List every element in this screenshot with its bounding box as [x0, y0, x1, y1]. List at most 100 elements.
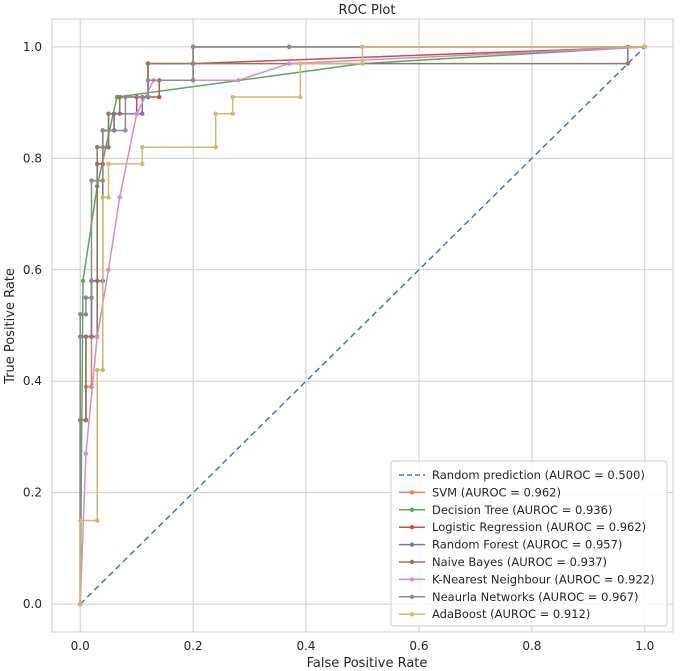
data-point	[106, 195, 111, 200]
series-group	[78, 44, 647, 607]
legend-marker	[409, 507, 415, 512]
legend-marker	[409, 594, 415, 599]
legend-item: Decision Tree (AUROC = 0.936)	[399, 503, 612, 517]
grid	[52, 19, 673, 632]
data-point	[78, 312, 83, 317]
data-point	[83, 334, 89, 339]
data-point	[140, 161, 145, 167]
data-point	[117, 195, 122, 200]
legend-label: AdaBoost (AUROC = 0.912)	[432, 607, 590, 621]
data-point	[213, 111, 218, 116]
data-point	[360, 61, 365, 66]
data-point	[100, 367, 106, 373]
data-point	[83, 418, 89, 423]
data-point	[106, 111, 111, 116]
data-point	[298, 94, 303, 100]
legend-marker	[409, 490, 415, 495]
y-tick-label: 0.8	[23, 151, 42, 165]
series-line	[79, 46, 646, 605]
data-point	[83, 312, 89, 317]
legend-label: SVM (AUROC = 0.962)	[432, 485, 561, 499]
data-point	[642, 44, 647, 50]
data-point	[83, 451, 89, 456]
y-tick-label: 0.4	[23, 374, 42, 388]
data-point	[190, 78, 196, 83]
data-point	[94, 144, 100, 150]
legend-marker	[409, 542, 415, 547]
data-point	[230, 111, 235, 116]
data-point	[80, 278, 86, 284]
legend-marker	[409, 577, 415, 582]
data-point	[134, 111, 139, 116]
legend-label: K-Nearest Neighbour (AUROC = 0.922)	[432, 572, 655, 586]
legend-label: Neaurla Networks (AUROC = 0.967)	[432, 590, 639, 604]
legend-item: Naive Bayes (AUROC = 0.937)	[399, 555, 607, 569]
legend-frame	[390, 460, 668, 627]
data-point	[89, 178, 94, 183]
x-axis-label: False Positive Rate	[307, 656, 428, 671]
data-point	[100, 128, 106, 133]
data-point	[117, 94, 122, 100]
legend-item: Neaurla Networks (AUROC = 0.967)	[399, 590, 639, 604]
legend-item: Random prediction (AUROC = 0.500)	[399, 468, 645, 482]
data-point	[236, 78, 241, 83]
data-point	[89, 295, 94, 300]
data-point	[94, 334, 100, 339]
tick-labels: 0.0 0.2 0.4 0.6 0.8 1.0 0.0 0.2 0.4 0.6 0.8 1.0	[23, 40, 654, 653]
x-tick-label: 0.0	[71, 639, 90, 653]
x-tick-label: 1.0	[635, 639, 654, 653]
y-tick-label: 0.0	[23, 597, 42, 611]
legend: Random prediction (AUROC = 0.500) SVM (AU…	[390, 460, 668, 627]
series-0	[79, 46, 646, 605]
legend-item: K-Nearest Neighbour (AUROC = 0.922)	[399, 572, 655, 586]
x-tick-label: 0.6	[409, 639, 428, 653]
data-point	[78, 601, 83, 607]
data-point	[140, 144, 145, 150]
x-tick-label: 0.8	[522, 639, 541, 653]
data-point	[78, 518, 83, 523]
data-point	[140, 111, 145, 116]
legend-label: Logistic Regression (AUROC = 0.962)	[432, 520, 646, 534]
data-point	[100, 178, 106, 183]
data-point	[157, 94, 162, 100]
legend-marker	[409, 525, 415, 530]
legend-item: AdaBoost (AUROC = 0.912)	[399, 607, 590, 621]
data-point	[106, 144, 111, 150]
data-point	[117, 111, 122, 116]
series-line	[79, 46, 645, 605]
x-tick-label: 0.4	[296, 639, 315, 653]
y-tick-label: 1.0	[23, 40, 42, 54]
legend-label: Decision Tree (AUROC = 0.936)	[432, 503, 612, 517]
data-point	[106, 161, 111, 167]
data-point	[286, 61, 292, 66]
legend-label: Random prediction (AUROC = 0.500)	[432, 468, 645, 482]
data-point	[213, 144, 218, 150]
data-point	[190, 44, 196, 50]
legend-label: Random Forest (AUROC = 0.957)	[432, 538, 622, 552]
data-point	[145, 78, 151, 83]
data-point	[625, 61, 631, 66]
y-axis-label: True Positive Rate	[3, 268, 18, 385]
data-point	[94, 367, 100, 373]
data-point	[100, 195, 106, 200]
data-point	[298, 61, 303, 66]
data-point	[94, 518, 100, 523]
data-point	[360, 44, 365, 50]
x-tick-label: 0.2	[184, 639, 203, 653]
legend-item: Logistic Regression (AUROC = 0.962)	[399, 520, 646, 534]
data-point	[230, 94, 235, 100]
legend-item: Random Forest (AUROC = 0.957)	[399, 538, 622, 552]
data-point	[123, 94, 128, 100]
series-8	[78, 44, 647, 607]
chart-title: ROC Plot	[339, 3, 396, 18]
legend-label: Naive Bayes (AUROC = 0.937)	[432, 555, 607, 569]
data-point	[145, 94, 151, 100]
data-point	[83, 295, 89, 300]
series-line	[79, 46, 645, 605]
legend-item: SVM (AUROC = 0.962)	[399, 485, 561, 499]
plot-frame	[51, 18, 674, 633]
legend-marker	[409, 559, 415, 565]
data-point	[106, 267, 111, 272]
y-tick-label: 0.6	[23, 263, 42, 277]
